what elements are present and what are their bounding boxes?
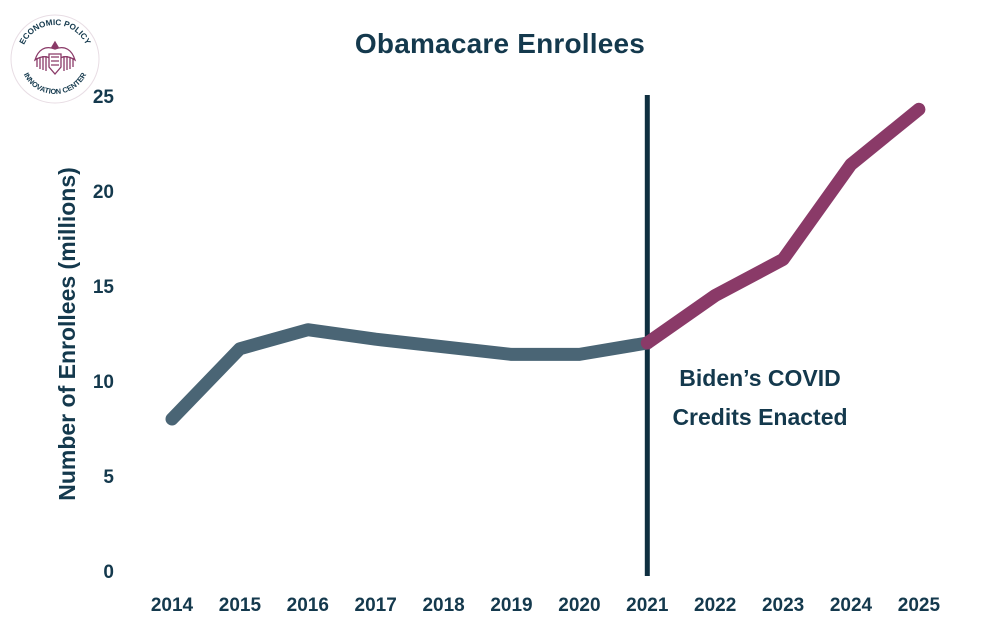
x-tick-label: 2017 (355, 595, 397, 616)
y-tick-label: 25 (93, 87, 115, 108)
x-tick-label: 2015 (219, 595, 262, 616)
x-tick-label: 2024 (830, 595, 873, 616)
y-tick-label: 20 (93, 182, 114, 203)
x-tick-label: 2018 (422, 595, 464, 616)
x-tick-label: 2023 (762, 595, 804, 616)
eagle-seal-icon (33, 40, 77, 75)
x-tick-label: 2025 (898, 595, 941, 616)
x-tick-label: 2021 (626, 595, 669, 616)
annotation-text: Credits Enacted (672, 404, 847, 430)
chart-title: Obamacare Enrollees (354, 28, 646, 59)
y-tick-label: 0 (103, 562, 114, 583)
x-tick-label: 2020 (558, 595, 600, 616)
y-tick-label: 10 (93, 372, 114, 393)
series-line-after (640, 102, 926, 350)
x-tick-label: 2016 (287, 595, 329, 616)
y-axis-title: Number of Enrollees (millions) (54, 167, 80, 501)
annotation-text: Biden’s COVID (679, 365, 840, 391)
x-tick-label: 2019 (490, 595, 532, 616)
x-tick-label: 2014 (151, 595, 194, 616)
logo-seal: ECONOMIC POLICY INNOVATION CENTER (10, 14, 100, 104)
series-line-before (165, 323, 654, 426)
y-tick-label: 15 (93, 277, 115, 298)
x-tick-label: 2022 (694, 595, 736, 616)
y-tick-label: 5 (103, 467, 114, 488)
